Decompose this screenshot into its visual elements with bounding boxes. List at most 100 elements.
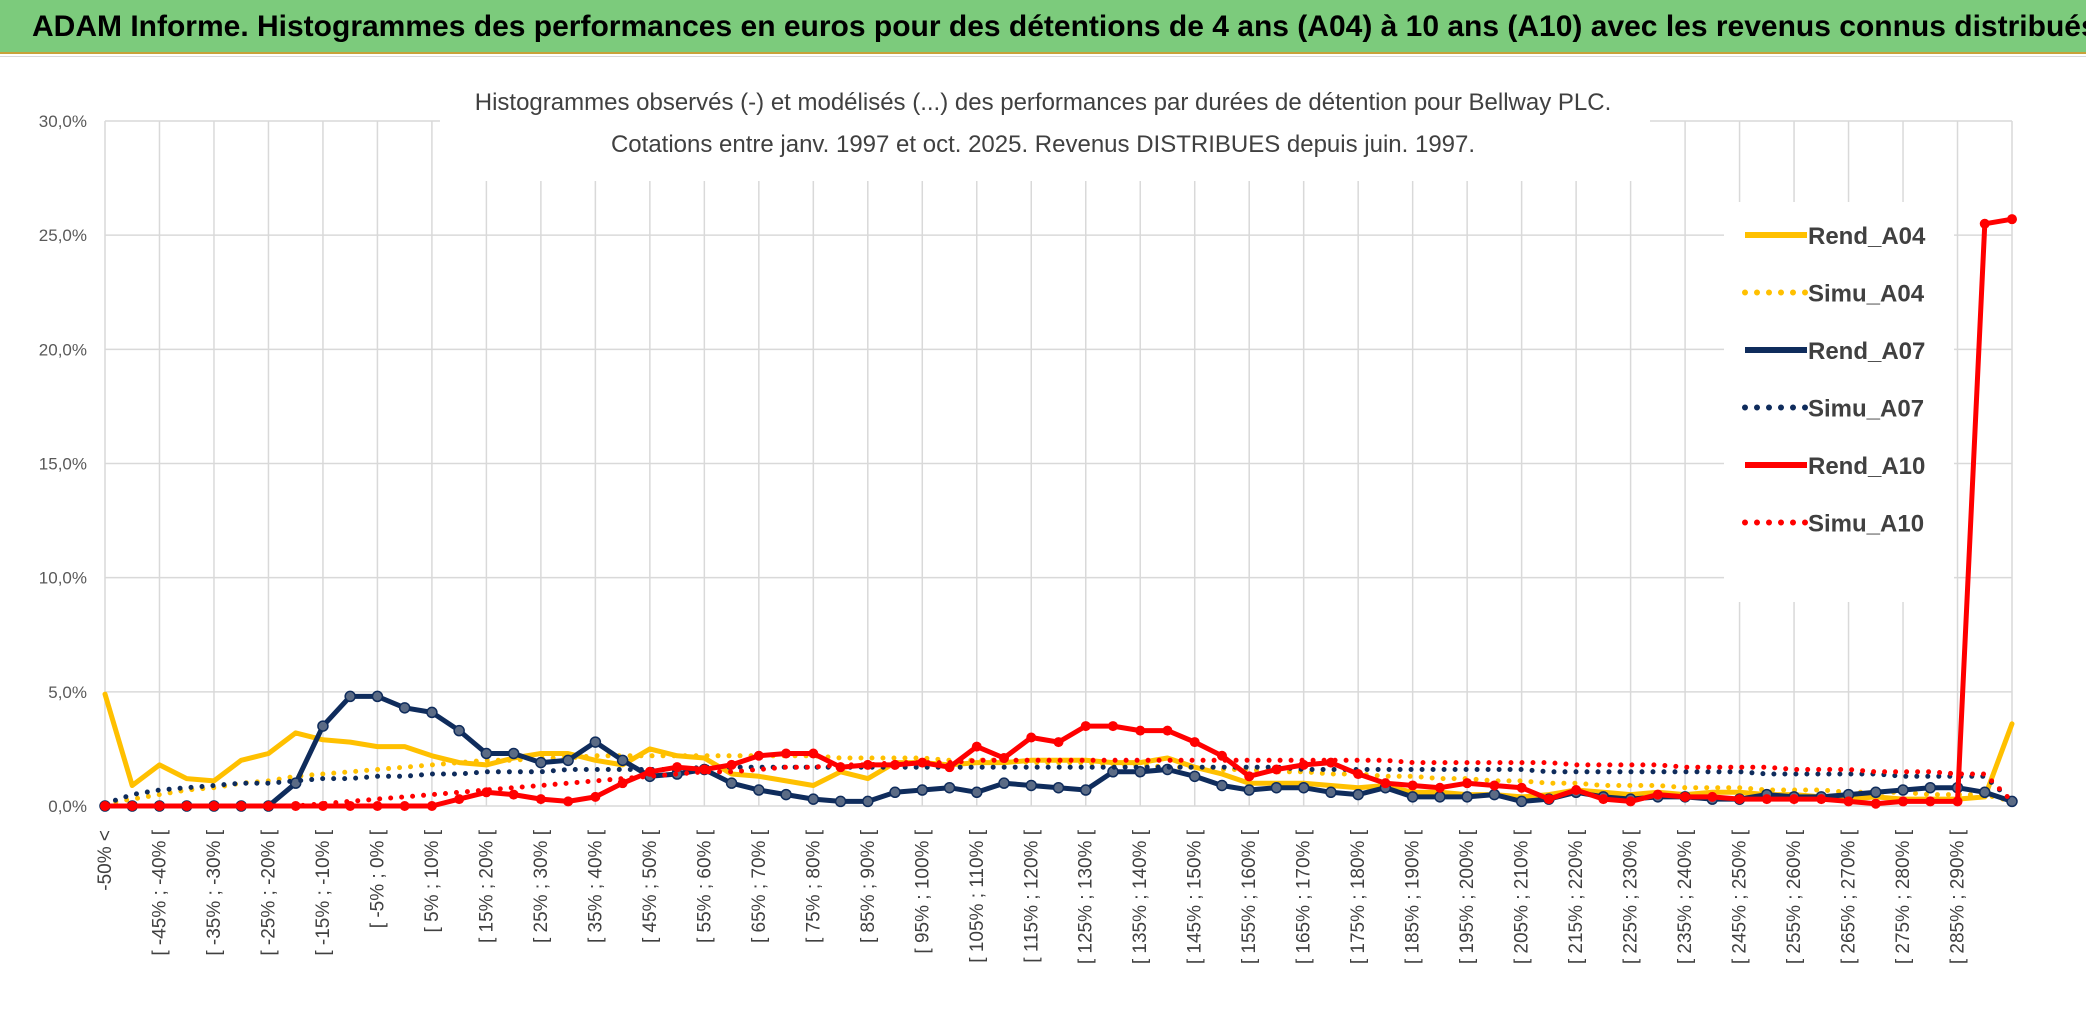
data-point-rend-a07 (1515, 795, 1528, 808)
data-point-rend-a07 (1488, 788, 1501, 801)
data-point-rend-a07 (1325, 786, 1337, 799)
data-point-rend-a07 (1434, 791, 1446, 803)
data-point-rend-a10 (2007, 214, 2017, 225)
data-point-rend-a07 (562, 754, 574, 767)
data-point-rend-a07 (1079, 784, 1092, 796)
y-tick-label: 0,0% (48, 797, 87, 816)
data-point-rend-a07 (1188, 770, 1201, 783)
data-point-rend-a07 (1924, 781, 1937, 794)
data-point-rend-a10 (808, 748, 819, 759)
y-tick-label: 10,0% (39, 569, 87, 588)
data-point-rend-a07 (344, 690, 356, 703)
data-point-rend-a10 (1952, 796, 1963, 807)
data-point-rend-a10 (1516, 782, 1527, 793)
data-point-rend-a10 (535, 794, 546, 805)
x-tick-label: [ 5% ; 10% [ (422, 829, 443, 932)
x-tick-label: [ 65% ; 70% [ (749, 829, 770, 943)
data-point-rend-a07 (1216, 779, 1228, 792)
data-point-rend-a10 (1026, 732, 1037, 743)
data-point-rend-a10 (399, 801, 410, 811)
chart-title-block: Histogrammes observés (-) et modélisés (… (440, 79, 1650, 181)
data-point-rend-a07 (1243, 784, 1255, 796)
data-point-rend-a10 (127, 801, 138, 811)
data-point-rend-a07 (535, 756, 547, 769)
data-point-rend-a07 (1297, 781, 1310, 794)
x-tick-label: [ 75% ; 80% [ (803, 829, 824, 943)
x-tick-label: [ -5% ; 0% [ (367, 829, 388, 928)
data-point-rend-a10 (917, 757, 928, 768)
data-point-rend-a10 (1135, 725, 1146, 736)
x-tick-label: [ 105% ; 110% [ (967, 829, 988, 962)
chart-subtitle: Cotations entre janv. 1997 et oct. 2025.… (611, 131, 1475, 158)
x-tick-label: [ 225% ; 230% [ (1621, 829, 1642, 964)
data-point-rend-a07 (453, 724, 465, 737)
y-tick-label: 5,0% (48, 683, 87, 702)
data-point-rend-a07 (998, 777, 1010, 789)
data-point-rend-a07 (943, 781, 956, 794)
data-point-rend-a07 (725, 777, 738, 789)
data-point-rend-a10 (1734, 794, 1745, 805)
x-tick-label: [ 85% ; 90% [ (858, 829, 879, 943)
x-tick-label: [ 255% ; 260% [ (1784, 829, 1805, 964)
x-tick-label: [ 155% ; 160% [ (1239, 829, 1260, 964)
report-title: ADAM Informe. Histogrammes des performan… (32, 10, 2086, 43)
data-point-rend-a07 (317, 720, 329, 732)
data-point-rend-a10 (181, 801, 192, 811)
data-point-rend-a07 (1134, 766, 1146, 778)
data-point-rend-a10 (1543, 794, 1554, 805)
data-point-rend-a10 (1870, 798, 1881, 809)
data-point-rend-a07 (507, 747, 520, 760)
data-point-rend-a10 (1707, 791, 1718, 802)
data-point-rend-a10 (372, 801, 383, 811)
data-point-rend-a10 (1107, 721, 1118, 732)
x-tick-label: [ 235% ; 240% [ (1675, 829, 1696, 964)
data-point-rend-a07 (780, 788, 792, 801)
legend-label-simu-a07: Simu_A07 (1808, 396, 1924, 423)
data-point-rend-a10 (1380, 778, 1391, 789)
x-tick-label: -50% < (95, 830, 116, 891)
legend-label-simu-a04: Simu_A04 (1808, 281, 1925, 308)
report-header: ADAM Informe. Histogrammes des performan… (0, 0, 2086, 54)
y-tick-label: 20,0% (39, 340, 87, 359)
data-point-rend-a10 (563, 796, 574, 807)
x-tick-label: [ 205% ; 210% [ (1512, 829, 1533, 964)
series-line-simu-a10 (102, 757, 2015, 809)
histogram-chart: 0,0% 5,0% 10,0% 15,0% 20,0% 25,0% 30,0% -50% <… (39, 79, 2018, 964)
data-point-rend-a10 (1571, 785, 1582, 796)
x-tick-label: [ 35% ; 40% [ (585, 829, 606, 943)
x-tick-label: [ 175% ; 180% [ (1348, 829, 1369, 964)
data-point-rend-a10 (1489, 780, 1500, 791)
data-point-rend-a10 (1925, 796, 1936, 807)
x-tick-label: [ 15% ; 20% [ (476, 829, 497, 943)
data-point-rend-a07 (1270, 781, 1283, 794)
x-tick-label: [ 45% ; 50% [ (640, 829, 661, 943)
data-point-rend-a07 (398, 702, 411, 714)
data-point-rend-a10 (1652, 789, 1663, 800)
data-point-rend-a10 (590, 791, 601, 802)
data-point-rend-a10 (1407, 780, 1418, 791)
legend-label-rend-a04: Rend_A04 (1808, 223, 1926, 250)
data-point-rend-a10 (1761, 794, 1772, 805)
data-point-rend-a07 (1897, 784, 1909, 796)
y-tick-label: 30,0% (39, 112, 87, 131)
data-point-rend-a10 (1816, 794, 1827, 805)
chart-title: Histogrammes observés (-) et modélisés (… (475, 89, 1612, 116)
data-point-rend-a10 (426, 801, 437, 811)
data-point-rend-a10 (290, 801, 301, 811)
data-point-rend-a10 (944, 762, 955, 773)
x-tick-label: [ 285% ; 290% [ (1948, 829, 1969, 964)
x-tick-label: [ 185% ; 190% [ (1403, 829, 1424, 964)
x-tick-label: [ -45% ; -40% [ (149, 829, 170, 955)
data-point-rend-a07 (753, 784, 765, 796)
data-point-rend-a07 (371, 690, 384, 703)
data-point-rend-a10 (1625, 796, 1636, 807)
data-point-rend-a10 (971, 741, 982, 752)
data-point-rend-a10 (1898, 796, 1909, 807)
data-point-rend-a10 (726, 759, 737, 770)
x-tick-label: [ 195% ; 200% [ (1457, 829, 1478, 964)
data-point-rend-a10 (1979, 218, 1990, 229)
data-point-rend-a07 (889, 786, 901, 799)
data-point-rend-a10 (1271, 764, 1282, 775)
data-point-rend-a07 (2006, 795, 2018, 808)
